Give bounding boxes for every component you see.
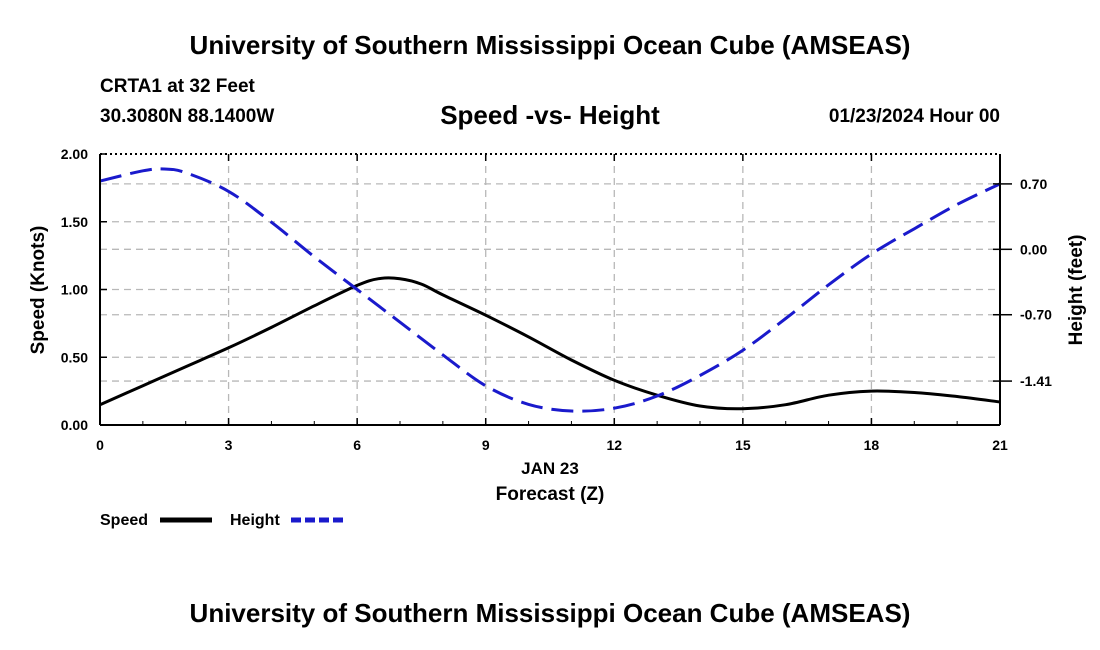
chart-title-top: University of Southern Mississippi Ocean… [189,30,911,60]
x-tick-label-15: 15 [735,437,751,453]
x-axis-date-label: JAN 23 [521,459,579,478]
forecast-datetime: 01/23/2024 Hour 00 [828,106,1000,127]
y-axis-label: Speed (Knots) [28,226,49,355]
series-layer [99,167,1001,413]
station-label: CRTA1 at 32 Feet [100,76,255,97]
y-tick-label-1: 1.00 [61,282,88,298]
y-tick-label-2: 2.00 [61,146,88,162]
y2-tick-label-0.7: 0.70 [1020,176,1047,192]
chart-subtitle: Speed -vs- Height [0,100,1100,131]
series-line-height [99,167,1001,413]
x-tick-label-3: 3 [225,437,233,453]
x-tick-label-12: 12 [606,437,622,453]
x-tick-label-18: 18 [864,437,880,453]
x-tick-label-21: 21 [992,437,1008,453]
y2-tick-label--1.41: -1.41 [1020,373,1052,389]
series-line-speed [99,276,1001,411]
y-tick-label-1.5: 1.50 [61,214,88,230]
legend-height-label: Height [230,512,280,529]
x-tick-label-6: 6 [353,437,361,453]
x-tick-label-9: 9 [482,437,490,453]
chart-title-bottom: University of Southern Mississippi Ocean… [189,598,911,628]
y2-tick-label-0: 0.00 [1020,241,1047,257]
y2-tick-label--0.7: -0.70 [1020,307,1052,323]
legend-speed-label: Speed [100,512,148,529]
chart-subtitle-text: Speed -vs- Height [440,100,660,130]
x-axis-label: Forecast (Z) [496,484,605,505]
grid [100,154,1000,425]
station-coordinates: 30.3080N 88.1400W [100,106,275,127]
y-tick-label-0: 0.00 [61,417,88,433]
y2-axis-label: Height (feet) [1066,235,1087,346]
x-tick-label-0: 0 [96,437,104,453]
ticks: 0 3 6 9 12 15 18 21 0.00 0.50 1.00 1.50 2.00 0.70 0.00… [61,146,1052,453]
legend: Speed Height [100,512,343,529]
y-tick-label-0.5: 0.50 [61,349,88,365]
